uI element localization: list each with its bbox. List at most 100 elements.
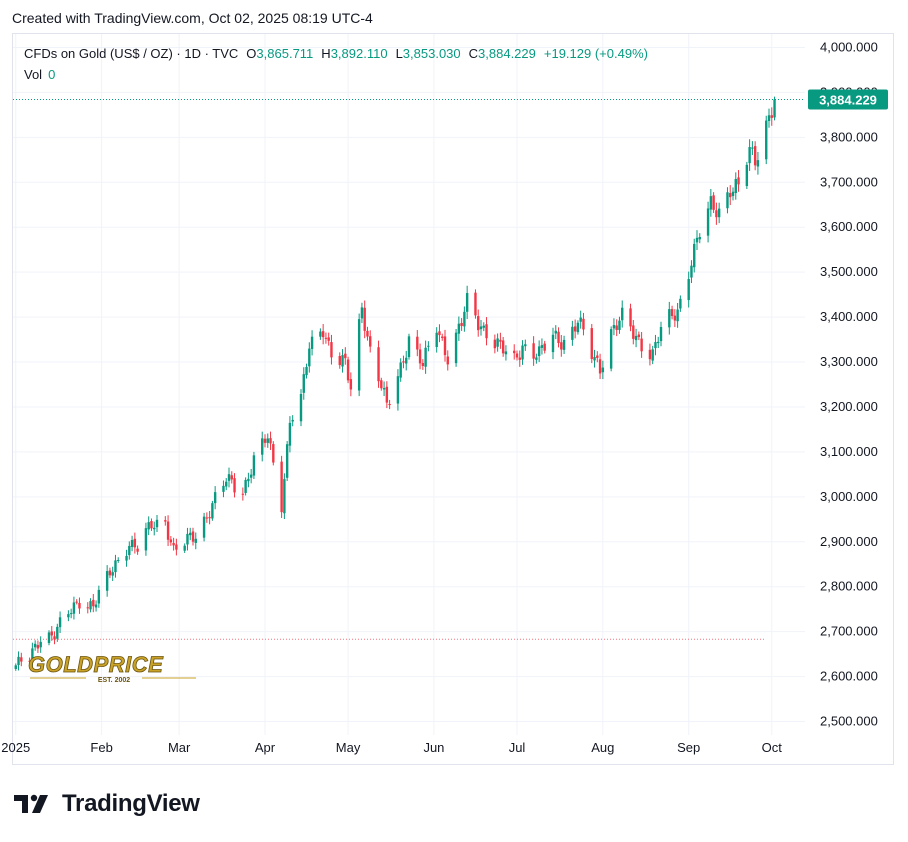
candle-down [640, 332, 643, 358]
candle-up [227, 467, 231, 488]
candle-up [261, 431, 264, 462]
candle-down [615, 319, 618, 337]
candle-up [554, 325, 557, 340]
tradingview-logo-icon [14, 794, 48, 813]
candle-down [770, 107, 773, 126]
candle-up [601, 360, 605, 380]
candle-down [327, 332, 330, 346]
candle-down [263, 434, 267, 448]
candle-up [767, 108, 771, 128]
candle-down [385, 381, 389, 409]
candle-up [693, 238, 696, 273]
symbol-label[interactable]: CFDs on Gold (US$ / OZ) · 1D · TVC [24, 46, 239, 61]
candle-up [14, 663, 17, 671]
candle-down [363, 300, 366, 339]
candles [14, 96, 776, 671]
y-tick-label: 3,000.000 [820, 489, 878, 504]
y-tick-label: 3,800.000 [820, 129, 878, 144]
goldprice-watermark-logo: GOLDPRICE EST. 2002 [28, 652, 196, 684]
candle-up [482, 322, 485, 332]
chart-frame[interactable] [12, 33, 894, 765]
candle-down [75, 599, 78, 605]
candle-down [50, 626, 53, 641]
candle-down [330, 334, 333, 365]
high-label: H [321, 46, 331, 61]
x-tick-label: Oct [762, 740, 783, 755]
x-tick-label: May [336, 740, 361, 755]
y-tick-label: 2,600.000 [820, 669, 878, 684]
candle-up [695, 230, 699, 250]
open-value: 3,865.711 [256, 46, 314, 61]
candle-up [618, 316, 621, 334]
candle-down [344, 347, 347, 365]
candle-up [634, 328, 638, 348]
candle-down [349, 372, 353, 397]
x-tick-label: Mar [168, 740, 191, 755]
candle-down [715, 202, 718, 225]
x-tick-label: Jul [509, 740, 526, 755]
candle-up [202, 512, 206, 542]
candle-up [305, 363, 308, 379]
candle-down [596, 351, 599, 363]
candle-up [698, 233, 701, 244]
vol-value: 0 [48, 67, 56, 82]
chart-grid [13, 34, 805, 735]
candle-down [560, 335, 563, 357]
candle-up [593, 349, 596, 368]
candle-up [579, 310, 582, 329]
open-label: O [246, 46, 257, 61]
candle-down [28, 657, 31, 665]
candle-down [402, 355, 405, 369]
candle-up [89, 598, 92, 613]
candle-up [551, 327, 555, 360]
candle-up [360, 302, 364, 324]
candle-down [543, 340, 546, 354]
candle-down [416, 330, 419, 357]
candle-up [125, 549, 128, 567]
candle-up [130, 535, 134, 552]
candle-down [632, 319, 635, 345]
candle-up [341, 349, 344, 373]
candle-down [164, 516, 167, 526]
x-axis: 2025 Feb Mar Apr May Jun Jul Aug Sep Oct [1, 740, 782, 755]
candle-up [679, 295, 682, 312]
candle-down [441, 333, 444, 341]
vol-label: Vol [24, 67, 43, 82]
candle-up [405, 350, 408, 371]
candle-up [39, 636, 42, 653]
candle-up [745, 161, 749, 189]
candle-up [751, 141, 754, 156]
svg-text:EST. 2002: EST. 2002 [98, 677, 130, 684]
candle-down [629, 303, 632, 332]
candle-down [324, 332, 328, 344]
candle-down [637, 331, 641, 341]
tradingview-branding[interactable]: TradingView [14, 790, 200, 818]
candle-up [407, 333, 411, 360]
candle-up [58, 611, 62, 633]
candle-up [17, 651, 20, 671]
candle-up [308, 342, 311, 373]
y-tick-label: 3,500.000 [820, 264, 878, 279]
candle-up [97, 585, 101, 608]
candle-down [338, 352, 341, 369]
candle-up [189, 527, 192, 541]
candle-down [753, 141, 757, 171]
candle-up [319, 328, 322, 340]
candle-up [105, 565, 109, 597]
candle-down [169, 536, 173, 546]
candle-down [36, 640, 40, 653]
candle-up [114, 554, 117, 578]
candle-down [446, 350, 449, 371]
close-value: 3,884.229 [478, 46, 536, 61]
candle-down [241, 487, 245, 501]
candle-up [479, 320, 483, 336]
tradingview-wordmark: TradingView [62, 790, 200, 817]
candle-down [377, 340, 380, 388]
candle-up [765, 115, 768, 165]
candle-up [463, 306, 466, 332]
candle-down [133, 532, 137, 554]
candle-up [144, 522, 148, 556]
candle-up [756, 151, 760, 175]
candle-up [357, 313, 361, 397]
